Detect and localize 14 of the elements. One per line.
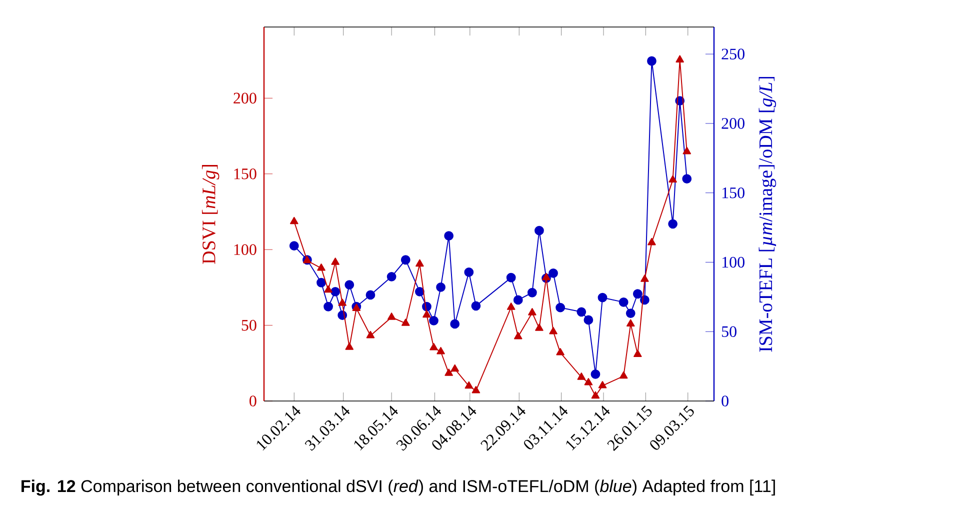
y-tick-label: 50 (242, 320, 256, 331)
y2-tick-label: 150 (722, 187, 744, 198)
y2-tick-label: 200 (722, 118, 744, 129)
y2-tick-label: 100 (722, 256, 744, 268)
y-tick-label: 150 (234, 168, 256, 180)
y-tick-label: 200 (234, 92, 256, 104)
y2-tick-label: 0 (722, 396, 728, 406)
y2-tick-label: 250 (722, 48, 744, 60)
y-tick-label: 0 (250, 396, 256, 406)
y2-axis-title: ISM-oTEFL [µm/image]/oDM [g/L] (758, 76, 776, 352)
y-axis-title: DSVI [mL/g] (202, 165, 220, 264)
y2-tick-label: 50 (722, 326, 736, 338)
text: Fig. 12 Comparison between conventional dSVI (red) and ISM-oTEFL/oDM (blue) Adapted from [11] (22, 480, 775, 496)
y-tick-label: 100 (234, 244, 256, 255)
